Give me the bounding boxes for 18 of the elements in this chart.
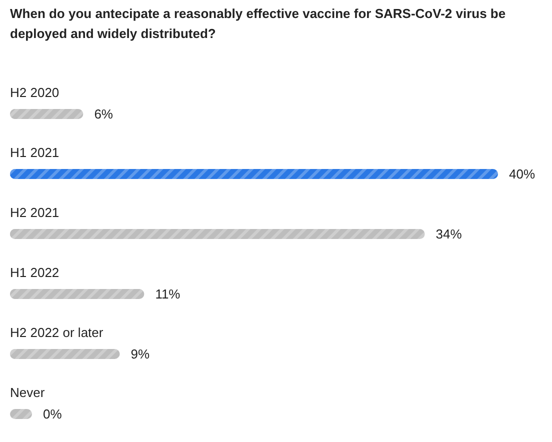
data-label: 6% bbox=[94, 106, 114, 122]
y-tick-label: Never bbox=[10, 385, 46, 400]
y-tick-label: H1 2021 bbox=[10, 145, 60, 160]
bar bbox=[10, 289, 144, 299]
data-label: 9% bbox=[130, 346, 150, 362]
data-label: 11% bbox=[155, 286, 181, 302]
bar bbox=[10, 229, 425, 239]
y-tick-label: H1 2022 bbox=[10, 265, 60, 280]
bar bbox=[10, 109, 84, 119]
y-tick-label: H2 2021 bbox=[10, 205, 60, 220]
chart-title: When do you antecipate a reasonably effective vaccine for SARS-CoV-2 virus be deployed and widely distributed? bbox=[10, 6, 506, 41]
y-tick-label: H2 2020 bbox=[10, 85, 60, 100]
data-label: 40% bbox=[509, 166, 536, 182]
data-label: 34% bbox=[436, 226, 462, 242]
bar bbox=[10, 349, 120, 359]
bar bbox=[10, 169, 498, 179]
y-tick-label: H2 2022 or later bbox=[10, 325, 104, 340]
data-label: 0% bbox=[43, 406, 62, 422]
